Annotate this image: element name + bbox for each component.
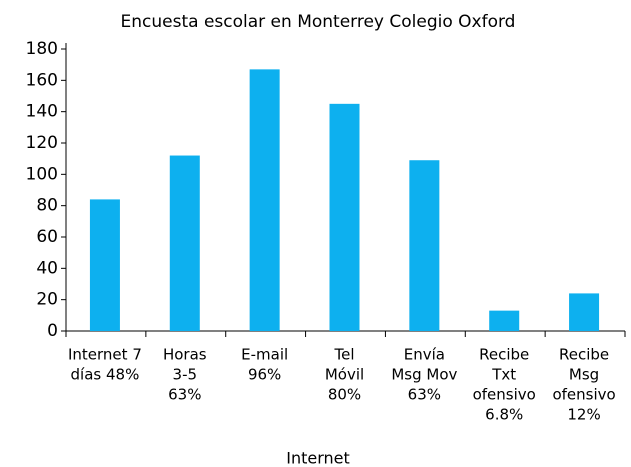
y-tick-label: 160	[26, 70, 58, 90]
x-tick-label: ofensivo	[473, 386, 536, 404]
x-tick-label: Envía	[404, 346, 445, 364]
x-tick-label: 12%	[567, 406, 600, 424]
bar	[169, 155, 200, 331]
y-tick-label: 140	[26, 102, 58, 122]
y-tick-label: 80	[36, 196, 58, 216]
x-tick-label: Recibe	[559, 346, 609, 364]
bar	[489, 310, 520, 331]
bar	[249, 69, 280, 331]
x-tick-label: Internet 7	[68, 346, 142, 364]
bar	[329, 103, 360, 331]
x-tick-label: 3-5	[173, 366, 198, 384]
x-tick-label: Msg Mov	[391, 366, 457, 384]
bar	[409, 160, 440, 331]
x-tick-label: Horas	[163, 346, 207, 364]
x-tick-label: 80%	[328, 386, 361, 404]
x-tick-label: Msg	[569, 366, 599, 384]
x-tick-label: días 48%	[71, 366, 140, 384]
y-tick-label: 100	[26, 164, 58, 184]
y-tick-label: 40	[36, 258, 58, 278]
bar	[89, 199, 120, 331]
x-tick-label: 63%	[168, 386, 201, 404]
bar	[569, 293, 600, 331]
y-tick-label: 180	[26, 39, 58, 59]
x-tick-label: E-mail	[241, 346, 288, 364]
y-tick-label: 60	[36, 227, 58, 247]
x-tick-label: 63%	[408, 386, 441, 404]
x-tick-label: 6.8%	[485, 406, 523, 424]
x-tick-label: Móvil	[325, 366, 364, 384]
x-tick-label: Tel	[333, 346, 354, 364]
y-tick-label: 0	[47, 321, 58, 341]
x-tick-label: ofensivo	[552, 386, 615, 404]
x-tick-label: Txt	[491, 366, 516, 384]
chart-title: Encuesta escolar en Monterrey Colegio Ox…	[121, 12, 516, 32]
x-tick-label: 96%	[248, 366, 281, 384]
x-tick-label: Recibe	[479, 346, 529, 364]
y-tick-label: 20	[36, 290, 58, 310]
x-axis-label: Internet	[286, 449, 350, 467]
y-tick-label: 120	[26, 133, 58, 153]
